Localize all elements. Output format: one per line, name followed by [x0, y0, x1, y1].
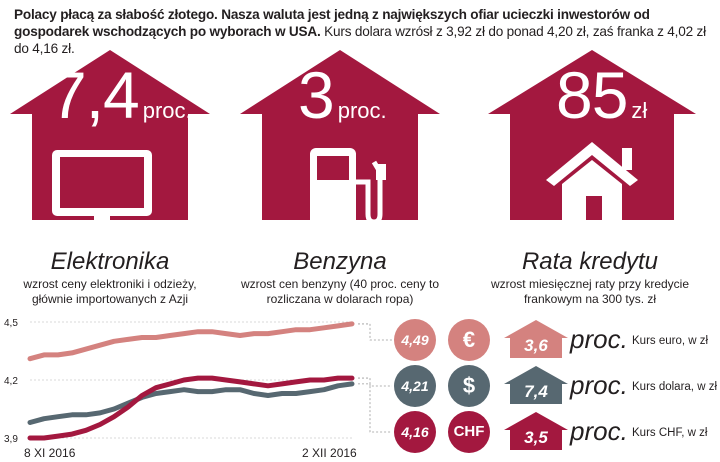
stat-value-rata: 85 zł	[556, 58, 648, 132]
exchange-rate-chart: 4,5 4,2 3,9 8 XI 2016 2 XII 2016	[4, 318, 392, 460]
ytick-label: 4,5	[4, 318, 18, 329]
headline: Polacy płacą za słabość złotego. Nasza w…	[14, 6, 714, 57]
rate-row-euro: 4,49 € 3,6 proc. Kurs euro, w zł	[380, 318, 720, 362]
dollar-symbol-icon: $	[448, 365, 490, 407]
stat-value-elektronika: 7,4 proc.	[50, 58, 192, 132]
rate-proc: proc.	[570, 370, 628, 400]
x-start-label: 8 XI 2016	[24, 446, 76, 460]
connector-line	[358, 377, 392, 433]
rate-label: Kurs dolara, w zł	[632, 381, 718, 393]
series-line-slate	[27, 381, 355, 425]
rate-proc: proc.	[570, 324, 628, 354]
rate-value-circle: 4,21	[394, 365, 436, 407]
stat-desc-elektronika: wzrost ceny elektroniki i odzieży, główn…	[23, 277, 197, 306]
fuel-pump-icon	[310, 148, 386, 224]
arrow-rata	[488, 50, 696, 220]
headline-bold: Polacy płacą za słabość złotego. Nasza w…	[14, 7, 650, 39]
rate-label: Kurs CHF, w zł	[632, 427, 708, 439]
ytick-label: 3,9	[4, 434, 18, 445]
rate-row-dollar: 4,21 $ 7,4 proc. Kurs dolara, w zł	[380, 364, 720, 408]
stat-desc-rata: wzrost miesięcznej raty przy kredycie fr…	[490, 277, 690, 306]
arrow-up-icon	[504, 366, 568, 404]
euro-symbol-icon: €	[448, 319, 490, 361]
rate-value-circle: 4,49	[394, 319, 436, 361]
rate-value-circle: 4,16	[394, 411, 436, 453]
series-line-pink	[27, 321, 355, 362]
rate-proc: proc.	[570, 416, 628, 446]
stat-arrows	[10, 50, 696, 224]
connector-line	[358, 323, 392, 341]
arrow-benzyna	[240, 50, 440, 220]
stat-desc-benzyna: wzrost cen benzyny (40 proc. ceny to roz…	[240, 277, 440, 306]
series-line-crimson	[27, 375, 355, 441]
rate-change: 3,6	[524, 336, 548, 355]
house-icon	[546, 142, 638, 220]
arrow-up-icon	[504, 320, 568, 358]
x-end-label: 2 XII 2016	[302, 446, 357, 460]
arrow-up-icon	[504, 412, 568, 450]
rate-row-chf: 4,16 CHF 3,5 proc. Kurs CHF, w zł	[380, 410, 720, 454]
connector-line	[358, 383, 392, 387]
stat-category-elektronika: Elektronika	[50, 248, 170, 275]
chart-connectors	[358, 323, 392, 433]
stat-category-rata: Rata kredytu	[521, 248, 659, 275]
rate-change: 7,4	[524, 382, 548, 401]
stat-category-benzyna: Benzyna	[293, 248, 387, 275]
monitor-icon	[52, 150, 152, 224]
stat-value-benzyna: 3 proc.	[298, 58, 387, 132]
rate-change: 3,5	[524, 428, 548, 447]
chart-lines	[27, 321, 355, 441]
headline-rest: Kurs dolara wzrósł z 3,92 zł do ponad 4,…	[14, 24, 706, 56]
chf-symbol-icon: CHF	[448, 411, 490, 453]
rate-label: Kurs euro, w zł	[632, 335, 709, 347]
ytick-label: 4,2	[4, 376, 18, 387]
